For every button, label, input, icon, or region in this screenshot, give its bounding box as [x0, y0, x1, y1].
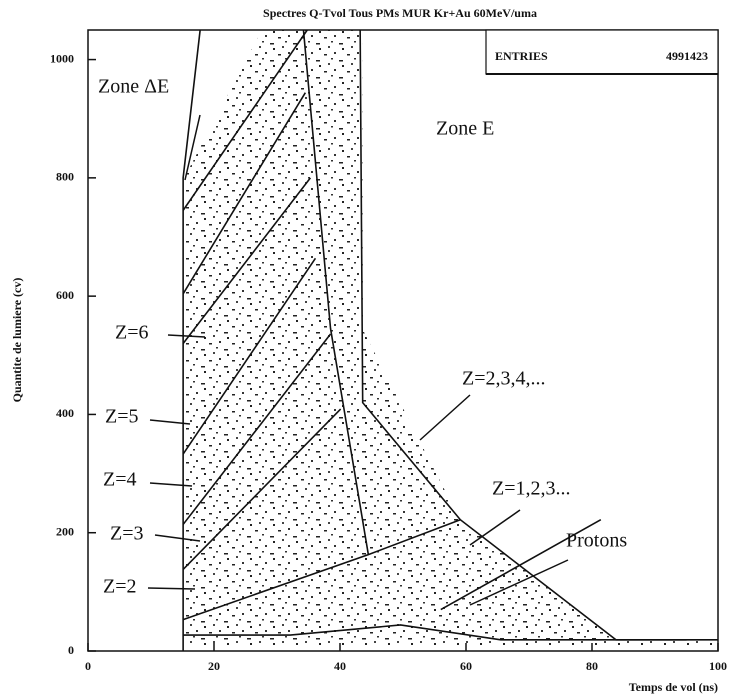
- annotation: Z=5: [105, 406, 139, 428]
- x-tick-label: 100: [709, 659, 727, 673]
- stats-label: ENTRIES: [495, 49, 548, 63]
- pointer: [154, 534, 201, 542]
- zone-boundary: [183, 624, 687, 641]
- y-tick-label: 0: [68, 643, 74, 657]
- annotation: Z=2: [103, 576, 137, 598]
- pointer: [184, 114, 201, 181]
- zone-boundary: [182, 29, 308, 211]
- y-tick-label: 200: [56, 524, 74, 538]
- zone-boundary: [182, 29, 201, 651]
- y-tick-label: 400: [56, 406, 74, 420]
- zone-boundary: [182, 177, 312, 344]
- annotation: Z=6: [115, 322, 149, 344]
- pointer: [419, 394, 471, 441]
- zone-boundary: [182, 408, 342, 570]
- zone-boundary: [182, 257, 317, 455]
- zone-boundary: [182, 518, 461, 621]
- pointer: [149, 482, 193, 487]
- x-axis-label: Temps de vol (ns): [629, 680, 718, 694]
- stats-value: 4991423: [666, 49, 708, 63]
- annotation: Protons: [566, 530, 627, 552]
- pointer: [167, 334, 206, 338]
- zone-boundary: [302, 29, 370, 555]
- y-tick-label: 600: [56, 288, 74, 302]
- annotation: Z=1,2,3...: [492, 478, 571, 500]
- pointer: [469, 559, 569, 606]
- x-tick-label: 40: [334, 659, 346, 673]
- pointer: [469, 509, 521, 546]
- annotation: Z=4: [103, 469, 137, 491]
- x-tick-label: 80: [586, 659, 598, 673]
- pointer: [147, 587, 196, 590]
- chart-title: Spectres Q-Tvol Tous PMs MUR Kr+Au 60MeV…: [263, 6, 537, 20]
- zone-boundary: [182, 333, 332, 525]
- annotation: Zone ΔE: [98, 76, 169, 98]
- annotation: Z=3: [110, 523, 144, 545]
- zone-boundary: [182, 92, 307, 295]
- y-axis-label: Quantite de lumiere (cv): [10, 278, 24, 403]
- annotation: Z=2,3,4,...: [462, 368, 546, 390]
- x-tick-label: 60: [460, 659, 472, 673]
- x-tick-label: 0: [85, 659, 91, 673]
- x-tick-label: 20: [208, 659, 220, 673]
- annotation: Zone E: [436, 118, 494, 140]
- y-tick-label: 1000: [50, 51, 74, 65]
- plot-frame: [87, 29, 719, 652]
- y-tick-label: 800: [56, 170, 74, 184]
- zone-boundary: [440, 519, 602, 611]
- stats-box: [485, 29, 719, 75]
